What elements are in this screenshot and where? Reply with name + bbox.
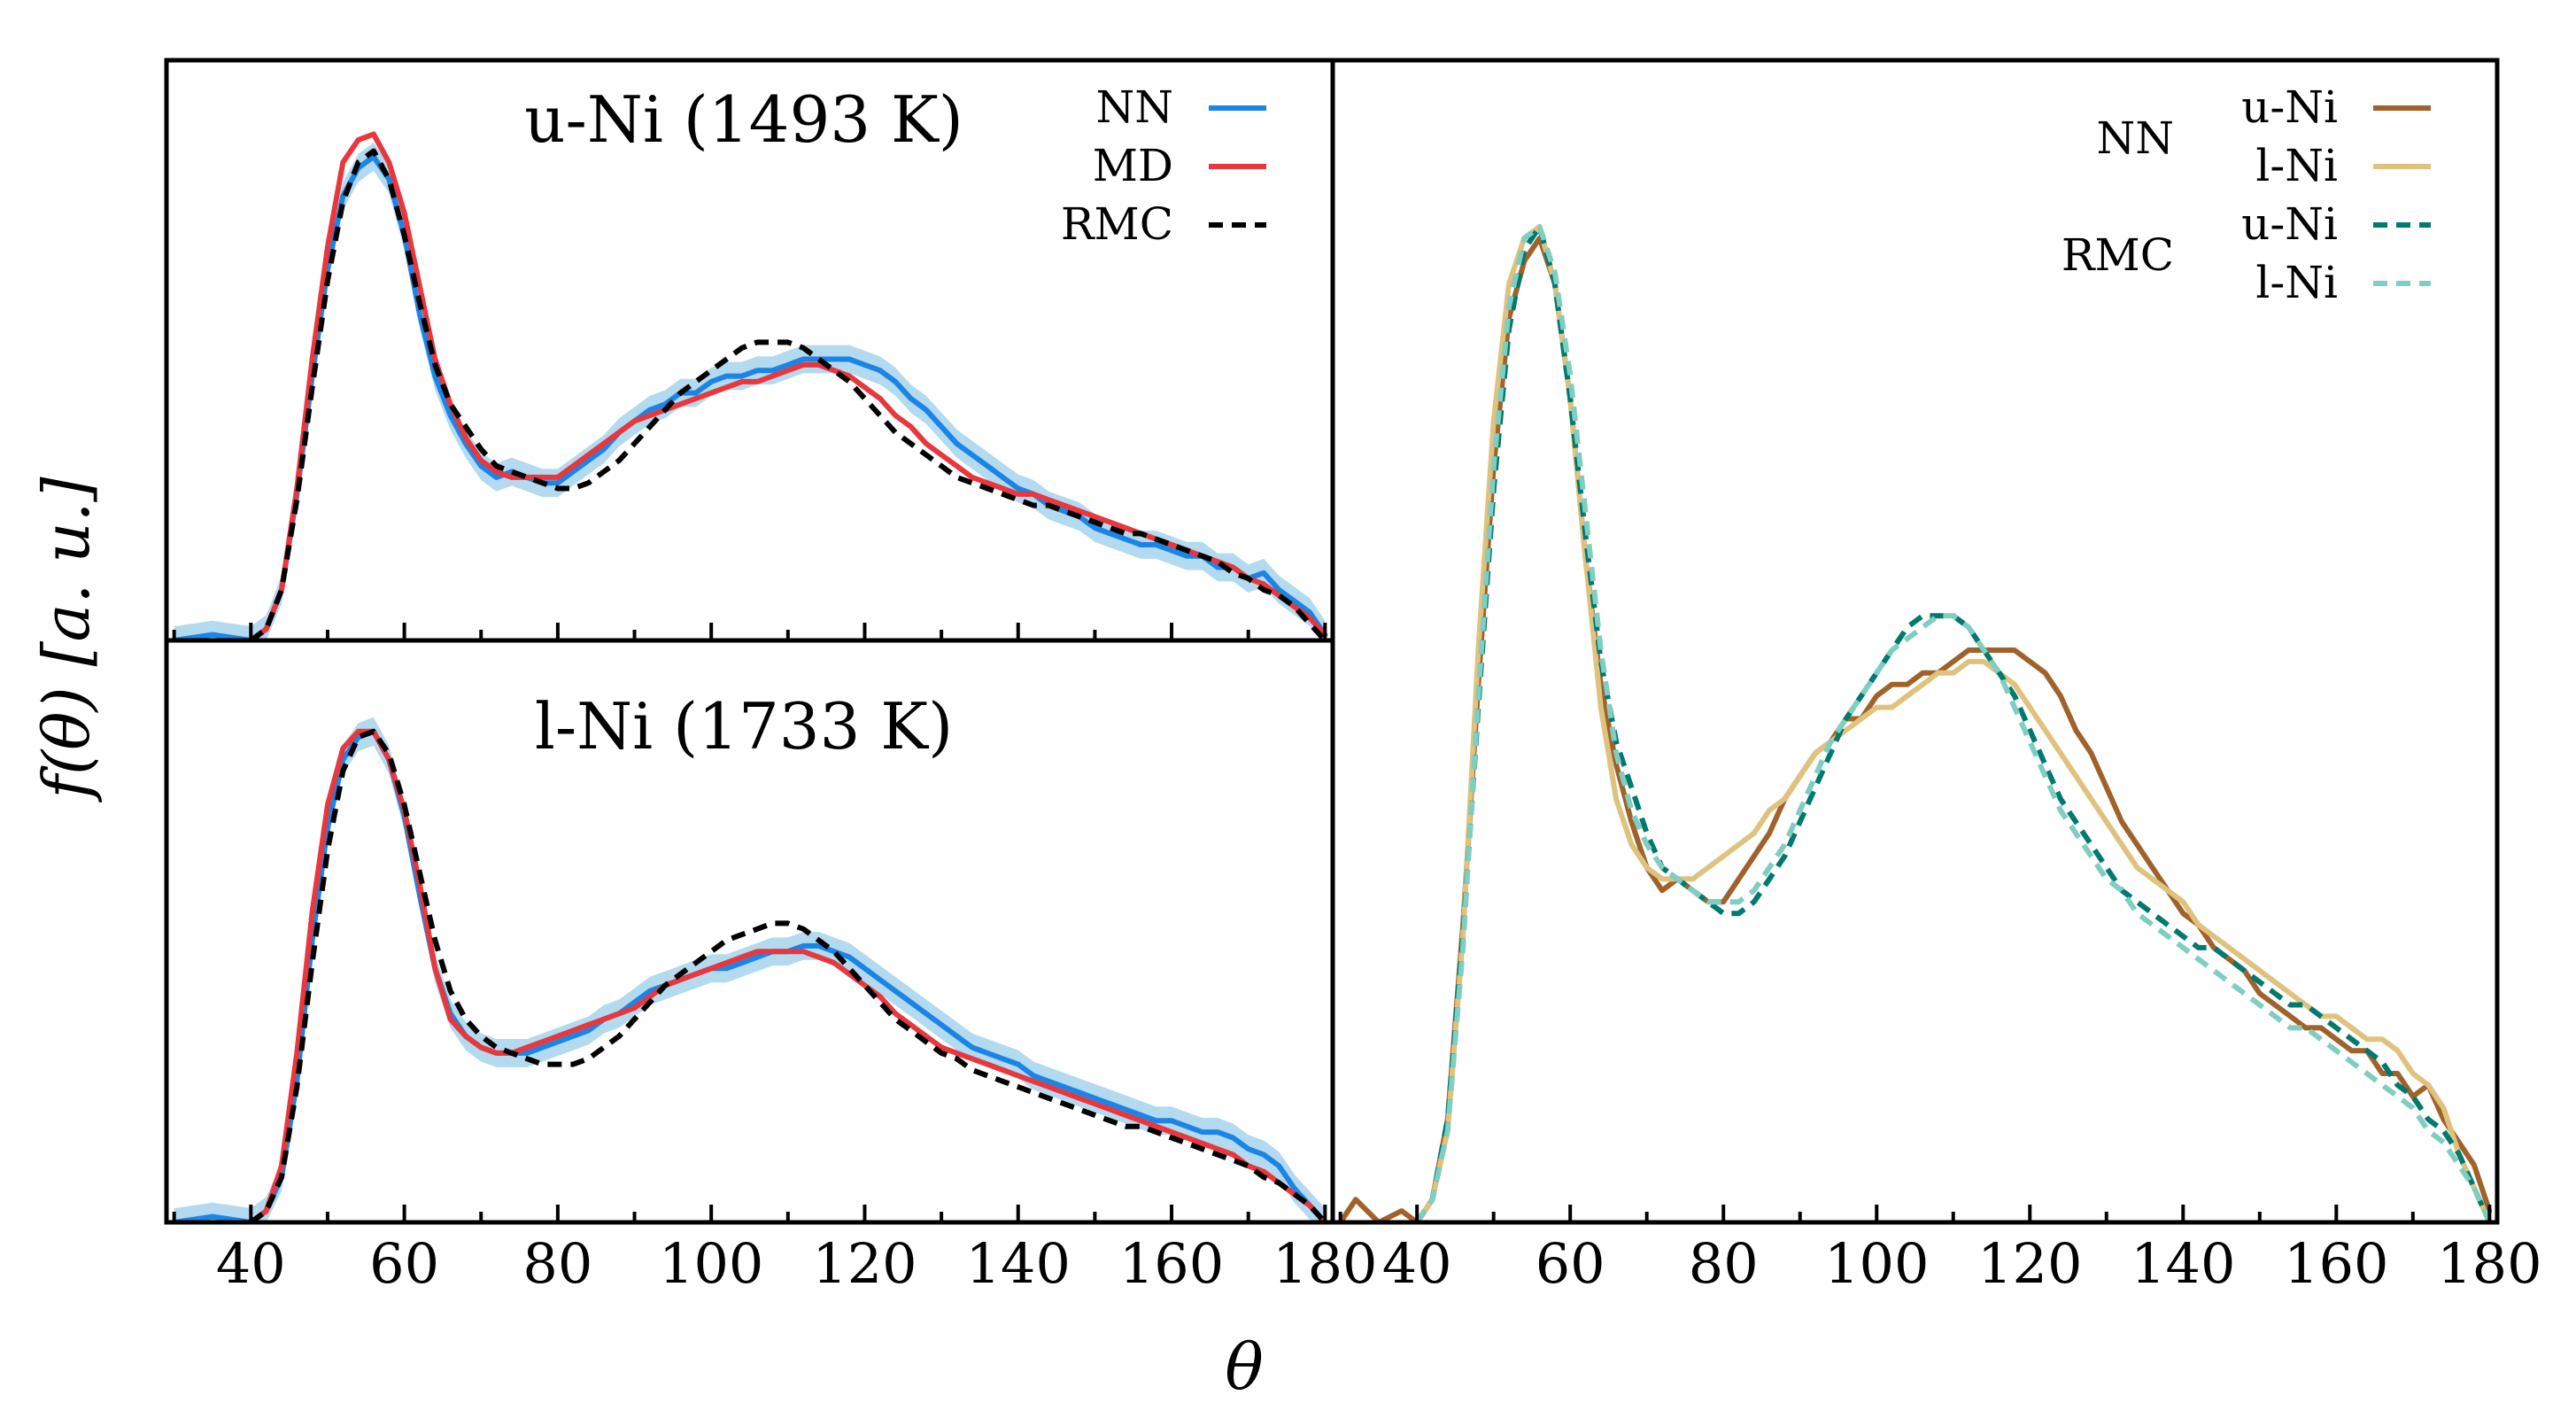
x-tick-label: 40: [216, 1231, 286, 1296]
series-line-3-1: [1337, 235, 2493, 1222]
text-layer: f(θ) [a. u.] θ u-Ni (1493 K) NN MD RMC 40 60 8…: [29, 81, 2542, 1404]
x-tick-label: 60: [1536, 1231, 1605, 1296]
x-tick-label: 120: [812, 1231, 917, 1296]
legend-label-rmc: RMC: [1061, 198, 1173, 250]
legend-label-md: MD: [1093, 140, 1173, 191]
x-tick-label: 80: [1689, 1231, 1759, 1296]
x-tick-label: 180: [1273, 1231, 1377, 1296]
legend-item-label: u-Ni: [2241, 198, 2338, 250]
plot-area: [171, 131, 1328, 640]
x-tick-label: 140: [2131, 1231, 2235, 1296]
plot-area: [171, 717, 1328, 1222]
legend-group-nn: NN: [2097, 112, 2175, 164]
legend-item-label: l-Ni: [2255, 140, 2338, 191]
plot-panel-2: [171, 717, 1328, 1222]
frame-layer: [164, 58, 2500, 1225]
x-axis-label: θ: [1225, 1330, 1263, 1404]
series-line-2-3: [249, 728, 1327, 1222]
x-tick-label: 140: [966, 1231, 1071, 1296]
x-tick-label: 160: [2284, 1231, 2388, 1296]
x-tick-label: 160: [1119, 1231, 1224, 1296]
series-line-2-1: [171, 728, 1328, 1222]
series-line-3-3: [1414, 224, 2493, 1222]
x-tick-label: 100: [1824, 1231, 1929, 1296]
panel-title-2: l-Ni (1733 K): [535, 689, 953, 764]
panel-frame-3: [1330, 58, 2500, 1225]
plot-layer: [171, 131, 2493, 1222]
x-tick-label: 100: [659, 1231, 763, 1296]
legend-label-nn: NN: [1096, 81, 1174, 133]
series-line-3-2: [1414, 224, 2493, 1222]
uncertainty-band-2-1: [174, 717, 1326, 1222]
panel-title-1: u-Ni (1493 K): [524, 82, 963, 157]
x-tick-label: 60: [369, 1231, 439, 1296]
legend-item-label: l-Ni: [2255, 257, 2338, 308]
x-tick-label: 180: [2437, 1231, 2541, 1296]
legend-item-label: u-Ni: [2241, 81, 2338, 133]
legend-group-rmc: RMC: [2062, 229, 2174, 281]
series-line-3-4: [1414, 224, 2493, 1222]
x-tick-label: 40: [1382, 1231, 1452, 1296]
y-axis-label: f(θ) [a. u.]: [29, 476, 104, 802]
series-line-1-3: [249, 148, 1327, 640]
plot-panel-1: [171, 131, 1328, 640]
x-tick-label: 120: [1977, 1231, 2082, 1296]
plot-panel-3: [1337, 224, 2493, 1222]
x-tick-label: 80: [522, 1231, 592, 1296]
plot-area: [1337, 224, 2493, 1222]
series-line-2-2: [248, 728, 1328, 1222]
